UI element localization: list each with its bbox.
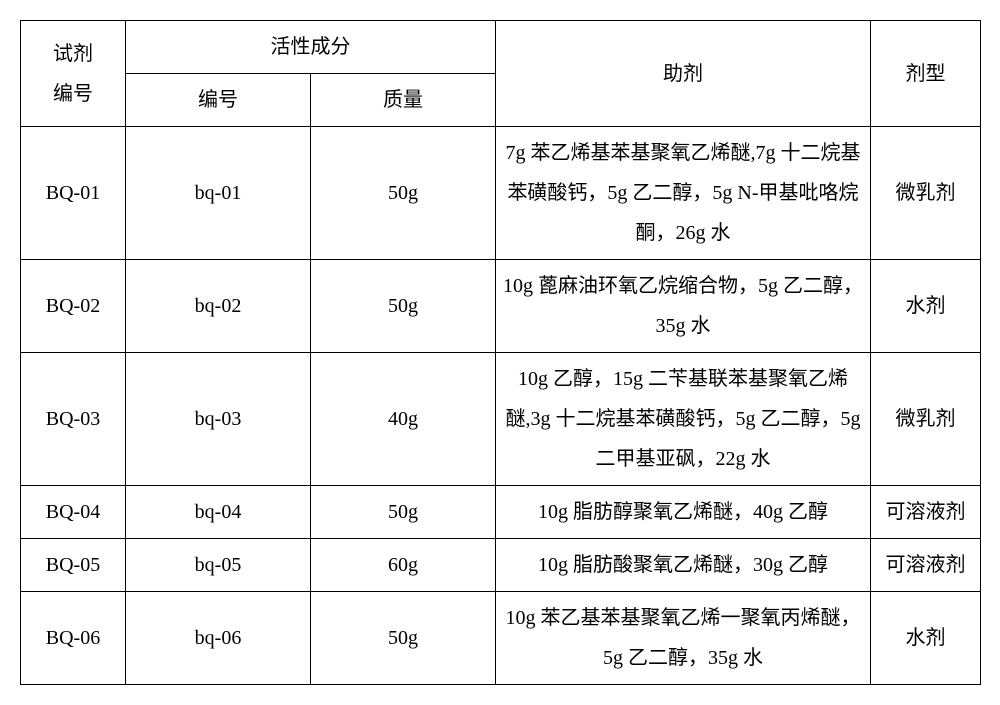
- table-row: BQ-01bq-0150g7g 苯乙烯基苯基聚氧乙烯醚,7g 十二烷基苯磺酸钙，…: [21, 127, 981, 260]
- cell-auxiliary: 10g 脂肪醇聚氧乙烯醚，40g 乙醇: [496, 486, 871, 539]
- cell-mass: 50g: [311, 127, 496, 260]
- cell-mass: 50g: [311, 260, 496, 353]
- cell-form: 可溶液剂: [871, 539, 981, 592]
- cell-reagent_no: BQ-02: [21, 260, 126, 353]
- header-auxiliary: 助剂: [496, 21, 871, 127]
- cell-code: bq-06: [126, 592, 311, 685]
- cell-code: bq-01: [126, 127, 311, 260]
- cell-auxiliary: 10g 脂肪酸聚氧乙烯醚，30g 乙醇: [496, 539, 871, 592]
- cell-mass: 50g: [311, 592, 496, 685]
- cell-form: 可溶液剂: [871, 486, 981, 539]
- cell-auxiliary: 10g 苯乙基苯基聚氧乙烯一聚氧丙烯醚，5g 乙二醇，35g 水: [496, 592, 871, 685]
- table-row: BQ-02bq-0250g10g 蓖麻油环氧乙烷缩合物，5g 乙二醇，35g 水…: [21, 260, 981, 353]
- cell-mass: 40g: [311, 353, 496, 486]
- cell-auxiliary: 10g 乙醇，15g 二苄基联苯基聚氧乙烯醚,3g 十二烷基苯磺酸钙，5g 乙二…: [496, 353, 871, 486]
- cell-mass: 60g: [311, 539, 496, 592]
- cell-reagent_no: BQ-05: [21, 539, 126, 592]
- cell-code: bq-02: [126, 260, 311, 353]
- cell-auxiliary: 7g 苯乙烯基苯基聚氧乙烯醚,7g 十二烷基苯磺酸钙，5g 乙二醇，5g N-甲…: [496, 127, 871, 260]
- cell-code: bq-05: [126, 539, 311, 592]
- header-active-ingredient: 活性成分: [126, 21, 496, 74]
- cell-code: bq-04: [126, 486, 311, 539]
- table-body: BQ-01bq-0150g7g 苯乙烯基苯基聚氧乙烯醚,7g 十二烷基苯磺酸钙，…: [21, 127, 981, 685]
- header-code: 编号: [126, 74, 311, 127]
- cell-code: bq-03: [126, 353, 311, 486]
- table-row: BQ-04bq-0450g10g 脂肪醇聚氧乙烯醚，40g 乙醇可溶液剂: [21, 486, 981, 539]
- cell-form: 微乳剂: [871, 353, 981, 486]
- header-reagent-no: 试剂 编号: [21, 21, 126, 127]
- table-row: BQ-03bq-0340g10g 乙醇，15g 二苄基联苯基聚氧乙烯醚,3g 十…: [21, 353, 981, 486]
- header-form: 剂型: [871, 21, 981, 127]
- table-row: BQ-06bq-0650g10g 苯乙基苯基聚氧乙烯一聚氧丙烯醚，5g 乙二醇，…: [21, 592, 981, 685]
- table-header: 试剂 编号 活性成分 助剂 剂型 编号 质量: [21, 21, 981, 127]
- header-mass: 质量: [311, 74, 496, 127]
- cell-form: 水剂: [871, 260, 981, 353]
- cell-reagent_no: BQ-06: [21, 592, 126, 685]
- cell-reagent_no: BQ-04: [21, 486, 126, 539]
- cell-auxiliary: 10g 蓖麻油环氧乙烷缩合物，5g 乙二醇，35g 水: [496, 260, 871, 353]
- table-row: BQ-05bq-0560g10g 脂肪酸聚氧乙烯醚，30g 乙醇可溶液剂: [21, 539, 981, 592]
- cell-reagent_no: BQ-03: [21, 353, 126, 486]
- cell-form: 微乳剂: [871, 127, 981, 260]
- cell-mass: 50g: [311, 486, 496, 539]
- cell-reagent_no: BQ-01: [21, 127, 126, 260]
- reagent-table: 试剂 编号 活性成分 助剂 剂型 编号 质量 BQ-01bq-0150g7g 苯…: [20, 20, 981, 685]
- cell-form: 水剂: [871, 592, 981, 685]
